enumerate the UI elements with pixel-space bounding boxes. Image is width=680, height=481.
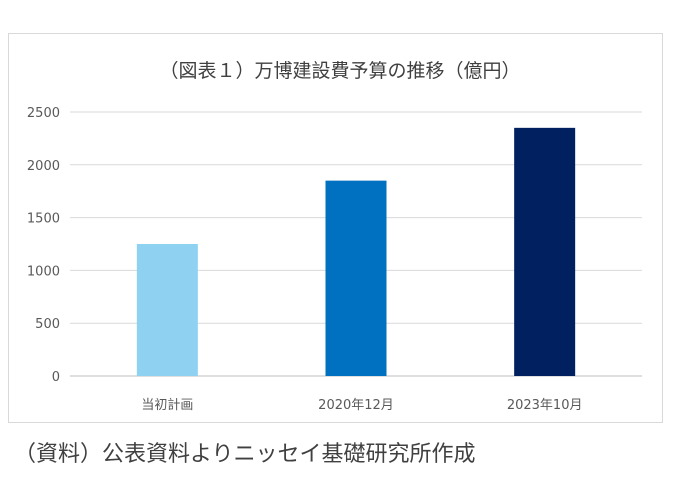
y-tick-label: 0 xyxy=(52,370,60,385)
x-tick-label: 2023年10月 xyxy=(507,398,583,413)
bar-3 xyxy=(514,127,576,376)
x-tick-label: 当初計画 xyxy=(141,397,193,413)
y-tick-label: 1500 xyxy=(27,212,60,227)
y-tick-label: 1000 xyxy=(27,264,60,279)
x-tick-label: 2020年12月 xyxy=(318,398,394,413)
y-tick-label: 500 xyxy=(35,317,60,332)
y-tick-label: 2000 xyxy=(27,159,60,174)
chart-title: （図表１）万博建設費予算の推移（億円） xyxy=(159,60,521,82)
bar-2 xyxy=(325,180,387,376)
chart-frame xyxy=(8,33,663,423)
bar-1 xyxy=(136,244,198,376)
y-tick-label: 2500 xyxy=(27,106,60,121)
source-caption: （資料）公表資料よりニッセイ基礎研究所作成 xyxy=(14,442,476,467)
